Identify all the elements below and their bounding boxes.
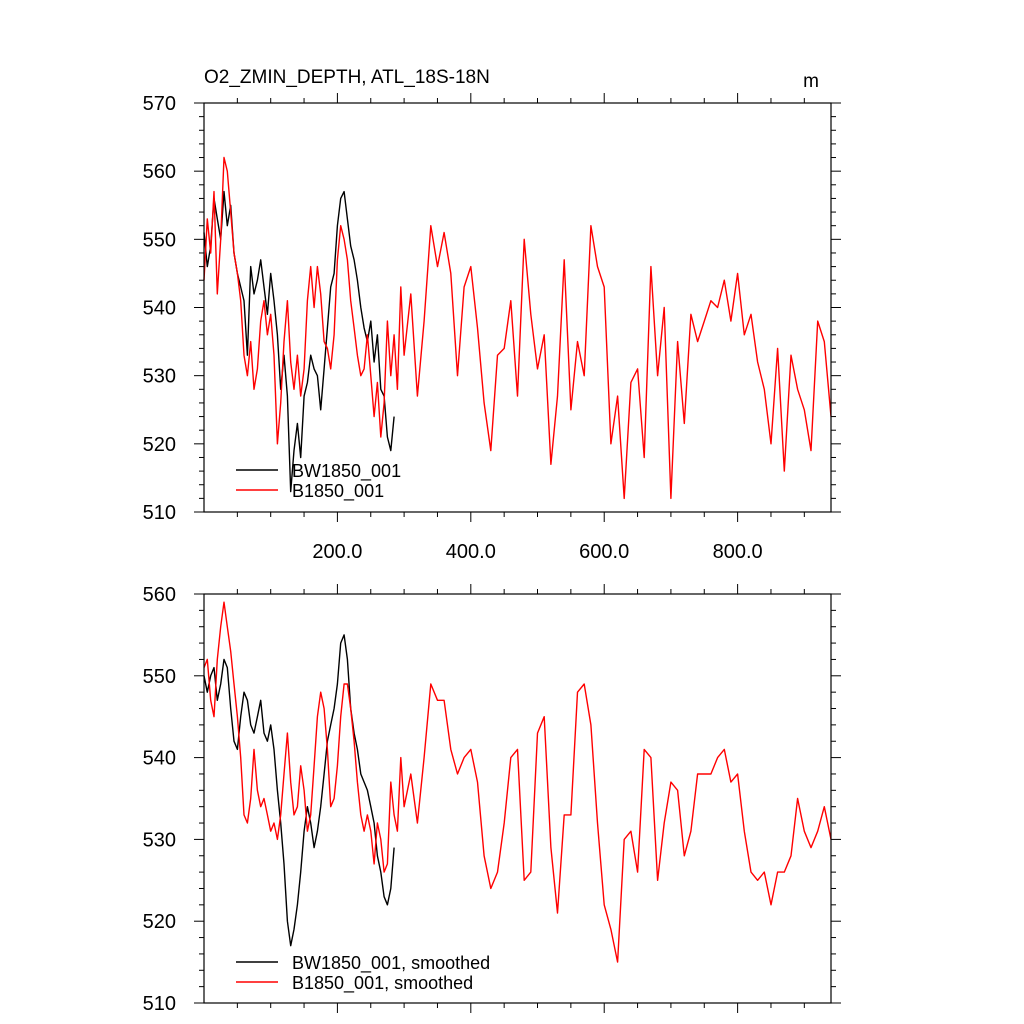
legend-label-2: B1850_001 — [292, 481, 384, 502]
top-panel: O2_ZMIN_DEPTH, ATL_18S-18N m 510 520 530 54… — [143, 67, 841, 563]
legend-label-2: B1850_001, smoothed — [292, 973, 473, 994]
y-tick-label: 550 — [143, 666, 176, 688]
y-tick-label: 560 — [143, 584, 176, 606]
x-tick-label: 200.0 — [312, 541, 362, 563]
x-tick-label: 400.0 — [446, 541, 496, 563]
y-tick-label: 570 — [143, 93, 176, 115]
series-line-1 — [203, 634, 395, 947]
legend-label-1: BW1850_001, smoothed — [292, 953, 490, 974]
y-tick-label: 530 — [143, 366, 176, 388]
y-tick-label: 540 — [143, 298, 176, 320]
y-tick-label: 560 — [143, 161, 176, 183]
series-line-2 — [203, 601, 832, 963]
y-tick-label: 510 — [143, 502, 176, 524]
y-tick-label: 520 — [143, 911, 176, 933]
chart-title: O2_ZMIN_DEPTH, ATL_18S-18N — [204, 67, 490, 88]
y-tick-label: 530 — [143, 829, 176, 851]
y-tick-label: 510 — [143, 993, 176, 1015]
legend-label-1: BW1850_001 — [292, 461, 401, 482]
y-tick-label: 520 — [143, 434, 176, 456]
plot-frame — [203, 102, 832, 513]
y-tick-label: 540 — [143, 748, 176, 770]
units-label: m — [803, 71, 819, 92]
bottom-panel: 510 520 530 540 550 560 BW1850_001, smoothedB1… — [143, 584, 841, 1015]
y-tick-label: 550 — [143, 229, 176, 251]
series-line-2 — [203, 156, 832, 500]
plot-frame — [203, 593, 832, 1004]
x-tick-label: 600.0 — [579, 541, 629, 563]
x-tick-label: 800.0 — [713, 541, 763, 563]
